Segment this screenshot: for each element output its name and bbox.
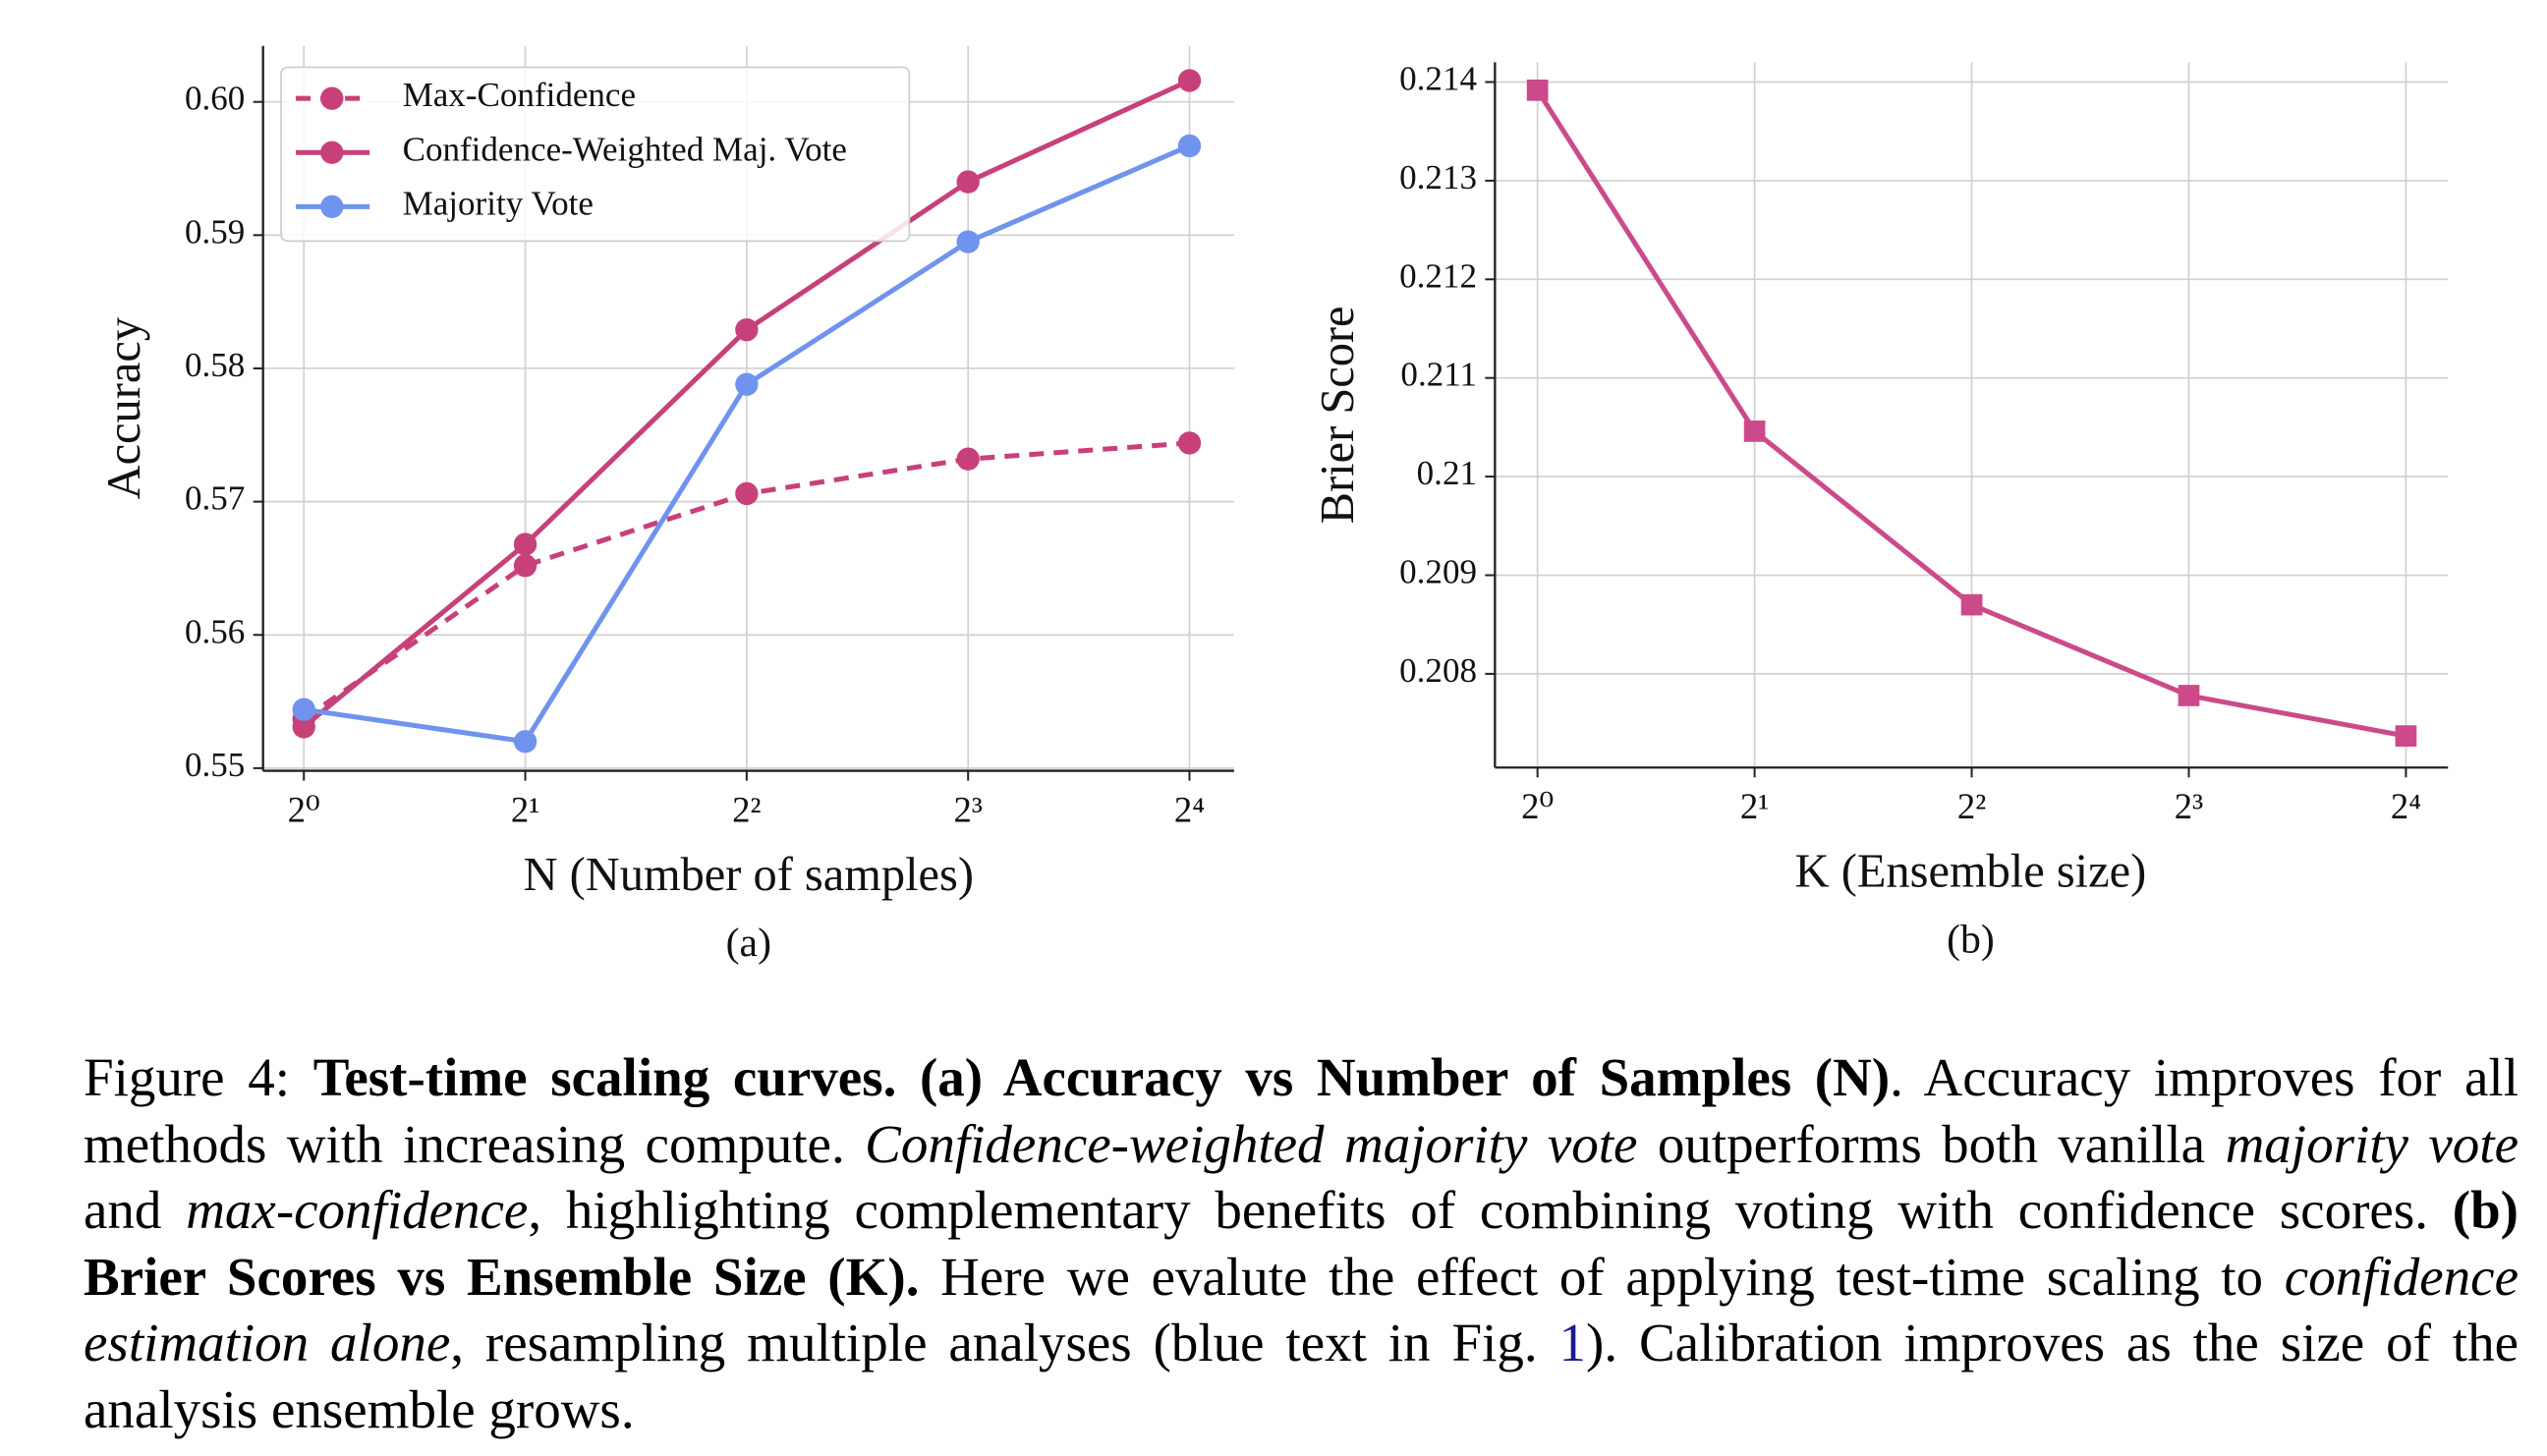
caption-link[interactable]: 1 xyxy=(1558,1313,1587,1372)
y-tick-label: 0.213 xyxy=(1399,158,1477,196)
caption-normal: ). Calibration improves as the size of t… xyxy=(84,1313,2519,1439)
caption-normal: , highlighting complementary benefits of… xyxy=(528,1180,2453,1240)
y-tick-label: 0.60 xyxy=(185,80,245,118)
y-tick-label: 0.208 xyxy=(1399,651,1477,690)
marker xyxy=(1743,420,1766,442)
marker xyxy=(735,481,759,506)
x-axis-label: K (Ensemble size) xyxy=(1795,846,2147,898)
caption-normal: . Accuracy improves for all methods with… xyxy=(84,1047,2519,1174)
panel-label: (a) xyxy=(726,921,771,966)
x-tick-label: 2⁴ xyxy=(1174,789,1205,829)
caption-italic: Confidence-weighted majority vote xyxy=(865,1113,1638,1174)
marker xyxy=(513,532,538,556)
caption-normal: outperforms both vanilla xyxy=(1637,1113,2226,1174)
x-tick-label: 2¹ xyxy=(1740,786,1769,826)
x-tick-label: 2³ xyxy=(2175,786,2203,826)
legend-label: Majority Vote xyxy=(403,184,594,222)
marker xyxy=(1177,69,1202,92)
marker xyxy=(292,698,315,721)
legend-marker xyxy=(320,86,344,110)
y-tick-label: 0.212 xyxy=(1399,256,1477,295)
marker xyxy=(1177,431,1202,455)
marker xyxy=(513,554,538,578)
caption-italic: confidence estimation alone xyxy=(84,1246,2519,1373)
x-tick-label: 2⁴ xyxy=(2391,786,2421,826)
legend: Max-Confidence Confidence-Weighted Maj. V… xyxy=(280,66,911,243)
legend-label: Confidence-Weighted Maj. Vote xyxy=(403,130,847,168)
y-tick-label: 0.59 xyxy=(185,212,245,251)
figure: 0.55 0.56 0.57 0.58 0.59 0.60 2⁰ 2¹ 2² 2³ 2⁴ N (Num… xyxy=(98,45,2449,966)
marker xyxy=(956,170,980,194)
x-tick-label: 2⁰ xyxy=(1521,786,1554,826)
legend-label: Max-Confidence xyxy=(403,76,636,114)
y-tick-label: 0.209 xyxy=(1399,553,1477,591)
caption-normal: Here we evalute the effect of applying t… xyxy=(919,1246,2285,1307)
legend-box xyxy=(280,66,911,243)
legend-marker xyxy=(320,195,344,219)
y-tick-label: 0.21 xyxy=(1417,454,1477,492)
x-tick-label: 2² xyxy=(1957,786,1986,826)
x-tick-label: 2⁰ xyxy=(288,789,320,829)
marker xyxy=(956,230,980,253)
marker xyxy=(956,447,980,471)
y-tick-label: 0.214 xyxy=(1399,60,1477,98)
marker xyxy=(2178,685,2200,706)
marker xyxy=(1960,593,1983,616)
y-tick-label: 0.57 xyxy=(185,479,245,518)
x-tick-label: 2² xyxy=(732,789,761,829)
x-tick-label: 2³ xyxy=(954,789,983,829)
caption-italic: majority vote xyxy=(2225,1113,2519,1174)
caption-bold: (b) Brier Scores vs Ensemble Size (K). xyxy=(84,1180,2519,1307)
y-tick-label: 0.56 xyxy=(185,612,245,650)
caption-bold: Test-time scaling curves. (a) Accuracy v… xyxy=(312,1047,1891,1107)
marker xyxy=(735,372,759,396)
marker xyxy=(1177,134,1202,158)
caption-italic: max-confidence xyxy=(186,1180,529,1240)
y-tick-label: 0.211 xyxy=(1400,356,1477,394)
x-tick-label: 2¹ xyxy=(511,789,539,829)
marker xyxy=(292,715,315,739)
y-tick-label: 0.58 xyxy=(185,346,245,384)
caption-normal: and xyxy=(84,1180,187,1240)
marker xyxy=(2395,725,2417,747)
marker xyxy=(735,317,759,342)
caption-normal: , resampling multiple analyses (blue tex… xyxy=(450,1313,1559,1372)
legend-marker xyxy=(320,140,344,164)
y-axis-label: Accuracy xyxy=(98,316,150,499)
panel-label: (b) xyxy=(1947,917,1995,962)
marker xyxy=(1526,79,1549,101)
y-axis-label: Brier Score xyxy=(1312,306,1364,524)
caption-normal: Figure 4: xyxy=(84,1047,313,1107)
caption: Figure 4: Test-time scaling curves. (a) … xyxy=(84,1044,2519,1442)
y-tick-label: 0.55 xyxy=(185,746,245,784)
marker xyxy=(513,730,538,754)
x-axis-label: N (Number of samples) xyxy=(524,849,974,901)
